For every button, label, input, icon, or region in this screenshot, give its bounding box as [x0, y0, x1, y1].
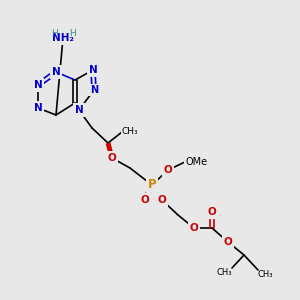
Text: CH₃: CH₃ [122, 128, 139, 136]
Text: N: N [90, 85, 98, 95]
Text: N: N [52, 67, 60, 77]
Text: P: P [148, 178, 156, 191]
Text: O: O [158, 195, 166, 205]
Text: CH₃: CH₃ [258, 270, 274, 279]
Text: O: O [190, 223, 198, 233]
Text: N: N [75, 105, 83, 115]
Text: H: H [52, 29, 58, 38]
Text: OMe: OMe [185, 157, 207, 167]
Text: N: N [88, 65, 98, 75]
Text: N: N [34, 80, 42, 90]
Text: O: O [224, 237, 232, 247]
Text: H: H [70, 29, 76, 38]
Text: N: N [34, 103, 42, 113]
Text: N: N [34, 103, 42, 113]
Text: O: O [141, 195, 149, 205]
Text: NH₂: NH₂ [52, 33, 74, 43]
Text: O: O [164, 165, 172, 175]
Text: O: O [108, 153, 116, 163]
Text: CH₃: CH₃ [217, 268, 232, 277]
Text: O: O [208, 207, 216, 217]
